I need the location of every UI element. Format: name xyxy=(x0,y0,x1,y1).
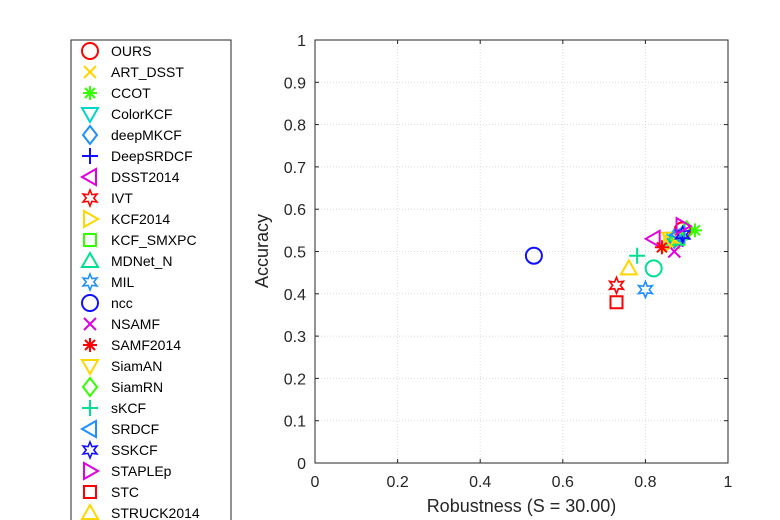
legend-marker-2 xyxy=(83,86,97,100)
legend-label-11: MIL xyxy=(111,274,135,290)
legend-label-18: SRDCF xyxy=(111,421,159,437)
legend-marker-9 xyxy=(83,233,97,247)
x-tick-label-1: 0.2 xyxy=(386,474,408,491)
y-tick-label-0: 0 xyxy=(297,456,306,473)
legend-marker-17 xyxy=(82,400,98,416)
x-tick-label-0: 0 xyxy=(311,474,320,491)
legend-marker-21 xyxy=(83,485,97,499)
legend-marker-6 xyxy=(79,167,97,187)
legend-label-7: IVT xyxy=(111,190,133,206)
legend-label-21: STC xyxy=(111,484,139,500)
legend-label-12: ncc xyxy=(111,295,133,311)
legend-label-13: NSAMF xyxy=(111,316,160,332)
legend: OURS ART_DSST CCOT ColorKCF deepMKCF DeepSRDC… xyxy=(70,39,232,520)
y-tick-label-7: 0.7 xyxy=(284,160,306,177)
legend-label-8: KCF2014 xyxy=(111,211,170,227)
legend-label-14: SAMF2014 xyxy=(111,337,181,353)
legend-marker-1 xyxy=(83,65,97,79)
legend-label-9: KCF_SMXPC xyxy=(111,232,197,248)
legend-label-17: sKCF xyxy=(111,400,146,416)
legend-marker-20 xyxy=(83,461,101,481)
data-point-21 xyxy=(609,295,624,310)
data-point-4 xyxy=(666,228,683,250)
legend-marker-5 xyxy=(82,148,98,164)
legend-marker-19 xyxy=(81,439,99,461)
legend-box xyxy=(70,39,232,520)
axis-ticks: 0 0.2 0.4 0.6 0.8 1 0 0.1 0.2 0.3 0.4 0.5 0.6 0.7 0.8 0… xyxy=(284,33,733,491)
data-points xyxy=(524,216,702,310)
y-axis-label: Accuracy xyxy=(252,214,272,288)
legend-marker-22 xyxy=(80,502,100,520)
data-point-11 xyxy=(636,279,655,300)
legend-label-16: SiamRN xyxy=(111,379,163,395)
y-tick-label-3: 0.3 xyxy=(284,329,306,346)
x-axis-label: Robustness (S = 30.00) xyxy=(427,496,617,516)
data-point-17 xyxy=(629,247,646,264)
x-tick-label-5: 1 xyxy=(724,474,733,491)
legend-marker-8 xyxy=(83,209,101,229)
data-point-15 xyxy=(660,231,680,249)
legend-marker-11 xyxy=(81,271,99,293)
legend-label-0: OURS xyxy=(111,43,151,59)
legend-marker-18 xyxy=(79,419,97,439)
legend-marker-14 xyxy=(83,338,97,352)
legend-label-15: SiamAN xyxy=(111,358,162,374)
legend-marker-10 xyxy=(80,250,100,268)
legend-label-6: DSST2014 xyxy=(111,169,180,185)
y-tick-label-8: 0.8 xyxy=(284,118,306,135)
legend-label-22: STRUCK2014 xyxy=(111,505,200,520)
y-tick-label-4: 0.4 xyxy=(284,287,306,304)
y-tick-label-2: 0.2 xyxy=(284,371,306,388)
x-tick-label-4: 0.8 xyxy=(634,474,656,491)
x-tick-label-2: 0.4 xyxy=(469,474,491,491)
legend-marker-7 xyxy=(81,187,99,209)
plot-background xyxy=(315,40,728,463)
legend-label-5: DeepSRDCF xyxy=(111,148,193,164)
legend-marker-3 xyxy=(80,107,100,125)
data-point-12 xyxy=(524,246,543,265)
legend-label-2: CCOT xyxy=(111,85,151,101)
data-point-20 xyxy=(675,216,693,236)
legend-label-4: deepMKCF xyxy=(111,127,182,143)
data-point-7 xyxy=(607,275,626,296)
data-point-6 xyxy=(643,229,661,249)
y-tick-label-6: 0.6 xyxy=(284,202,306,219)
legend-marker-15 xyxy=(80,359,100,377)
legend-marker-4 xyxy=(81,124,99,146)
legend-label-20: STAPLEp xyxy=(111,463,172,479)
data-point-22 xyxy=(619,258,639,276)
legend-marker-0 xyxy=(81,42,99,60)
legend-label-3: ColorKCF xyxy=(111,106,172,122)
legend-label-19: SSKCF xyxy=(111,442,158,458)
legend-marker-13 xyxy=(83,317,97,331)
y-tick-label-5: 0.5 xyxy=(284,245,306,262)
legend-marker-12 xyxy=(81,294,99,312)
y-tick-label-10: 1 xyxy=(297,33,306,50)
y-tick-label-9: 0.9 xyxy=(284,75,306,92)
data-point-14 xyxy=(654,240,669,255)
legend-marker-16 xyxy=(81,376,99,398)
legend-label-10: MDNet_N xyxy=(111,253,172,269)
y-tick-label-1: 0.1 xyxy=(284,414,306,431)
legend-label-1: ART_DSST xyxy=(111,64,184,80)
data-point-23 xyxy=(644,259,663,278)
x-tick-label-3: 0.6 xyxy=(552,474,574,491)
